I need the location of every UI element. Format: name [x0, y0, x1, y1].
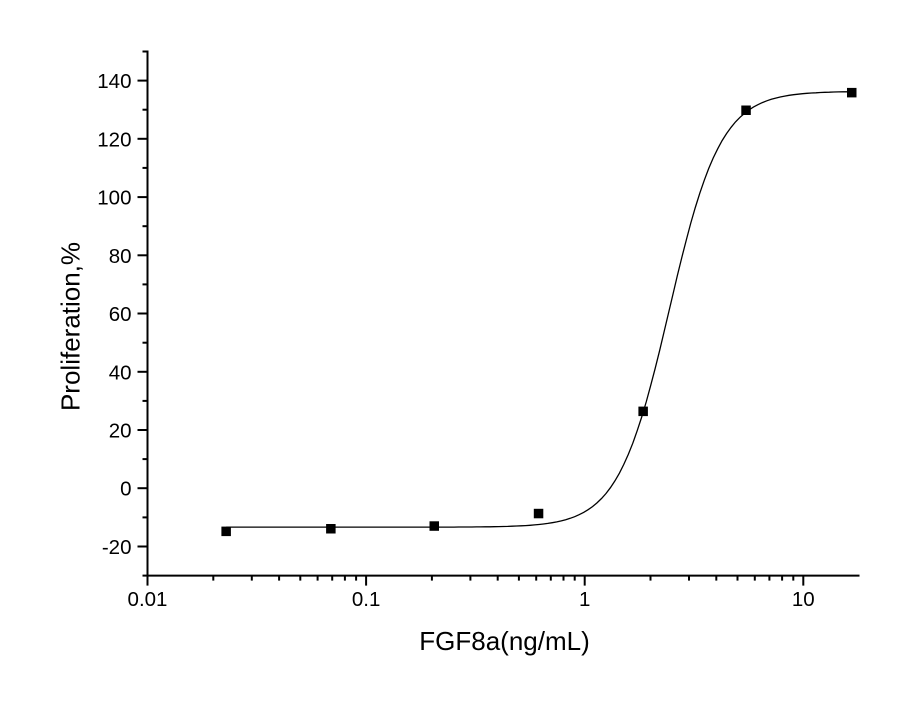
svg-text:10: 10 [792, 588, 815, 611]
svg-text:40: 40 [109, 361, 132, 384]
svg-text:100: 100 [97, 187, 131, 210]
svg-text:-20: -20 [102, 536, 132, 559]
svg-text:0.1: 0.1 [352, 588, 381, 611]
svg-text:60: 60 [109, 303, 132, 326]
svg-text:120: 120 [97, 128, 131, 151]
svg-text:Proliferation,%: Proliferation,% [56, 242, 86, 411]
svg-text:0.01: 0.01 [128, 588, 168, 611]
svg-text:FGF8a(ng/mL): FGF8a(ng/mL) [419, 626, 590, 656]
svg-text:20: 20 [109, 420, 132, 443]
svg-text:140: 140 [97, 70, 131, 93]
svg-text:0: 0 [120, 478, 131, 501]
svg-text:1: 1 [579, 588, 590, 611]
svg-text:80: 80 [109, 245, 132, 268]
